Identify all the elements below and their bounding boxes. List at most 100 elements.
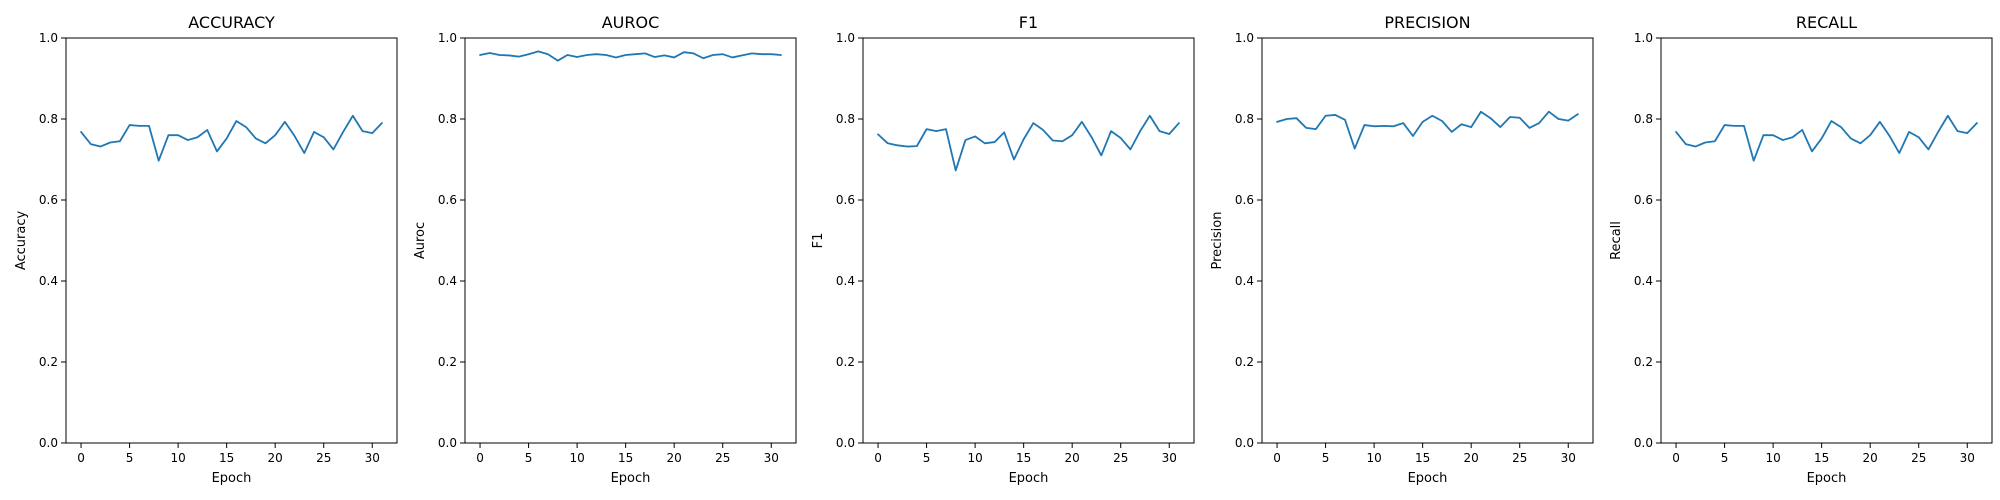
data-point [303,152,305,154]
data-point [906,146,908,148]
y-tick-label: 0.2 [438,355,457,369]
x-tick-label: 20 [1464,451,1479,465]
x-tick-label: 30 [764,451,779,465]
x-tick-label: 5 [1721,451,1729,465]
data-point [965,139,967,141]
series-line [80,114,383,162]
data-point [1373,125,1375,127]
data-point [1889,135,1891,137]
data-point [235,120,237,122]
y-axis-label: Auroc [413,222,428,259]
data-point [1305,127,1307,129]
x-tick-label: 10 [170,451,185,465]
x-tick-label: 0 [77,451,85,465]
data-point [187,139,189,141]
data-point [1334,114,1336,116]
data-point [1792,136,1794,138]
data-point [1023,138,1025,140]
data-point [342,131,344,133]
y-axis-label: Recall [1609,221,1624,260]
data-point [994,141,996,143]
data-point [1149,115,1151,117]
data-point [1695,146,1697,148]
x-tick-label: 15 [219,451,234,465]
data-point [1178,122,1180,124]
x-tick-label: 30 [1960,451,1975,465]
plot-frame [464,37,797,444]
y-tick-label: 0.2 [1235,355,1254,369]
x-axis-label: Epoch [212,471,252,486]
y-tick-label: 1.0 [1634,31,1653,45]
data-point [586,54,588,56]
y-axis-label: Precision [1210,211,1225,269]
x-tick-label: 15 [1016,451,1031,465]
data-point [945,128,947,130]
data-point [1519,117,1521,119]
y-tick-label: 0.8 [836,112,855,126]
data-point [1081,121,1083,123]
chart-panel-1: AUROC 0.0 0.2 0.4 0.6 0.8 1.0 0 5 10 15 20 25 30 Epoch… [413,13,797,486]
data-point [557,60,559,62]
data-point [770,53,772,55]
data-point [362,130,364,132]
data-point [119,140,121,142]
data-point [1947,115,1949,117]
data-point [1879,121,1881,123]
x-tick-label: 15 [1814,451,1829,465]
data-point [780,54,782,56]
data-point [313,131,315,133]
data-point [673,57,675,59]
data-point [1383,125,1385,127]
data-point [1937,131,1939,133]
data-point [1966,132,1968,134]
data-point [1743,125,1745,127]
data-point [1869,134,1871,136]
data-point [197,136,199,138]
data-point [974,136,976,138]
data-point [1675,131,1677,133]
data-point [1821,138,1823,140]
data-point [664,55,666,57]
series-line [479,50,782,62]
data-point [596,53,598,55]
data-point [1957,130,1959,132]
data-point [1071,134,1073,136]
series-line [1276,110,1579,150]
data-point [1567,120,1569,122]
data-point [158,160,160,162]
data-point [751,52,753,54]
data-point [1276,121,1278,123]
data-point [605,54,607,56]
data-point [518,56,520,58]
data-point [148,125,150,127]
data-point [935,130,937,132]
data-point [323,136,325,138]
data-point [129,124,131,126]
x-tick-label: 10 [1765,451,1780,465]
data-point [1538,122,1540,124]
data-point [702,57,704,59]
data-point [1529,127,1531,129]
data-point [926,128,928,130]
x-tick-label: 0 [1273,451,1281,465]
x-tick-label: 10 [1366,451,1381,465]
data-point [1763,134,1765,136]
chart-panel-3: PRECISION 0.0 0.2 0.4 0.6 0.8 1.0 0 5 10 15 20 25 30 E… [1210,13,1594,486]
data-point [1724,124,1726,126]
data-point [1110,130,1112,132]
data-point [1499,126,1501,128]
x-tick-label: 10 [569,451,584,465]
data-point [1402,122,1404,124]
data-point [1091,136,1093,138]
data-point [1451,131,1453,133]
y-tick-label: 0.2 [39,355,58,369]
y-tick-label: 0.6 [1634,193,1653,207]
data-point [245,126,247,128]
data-point [1168,133,1170,135]
data-point [1461,123,1463,125]
data-point [897,144,899,146]
data-point [644,52,646,54]
data-point [284,121,286,123]
y-tick-label: 0.0 [836,436,855,450]
